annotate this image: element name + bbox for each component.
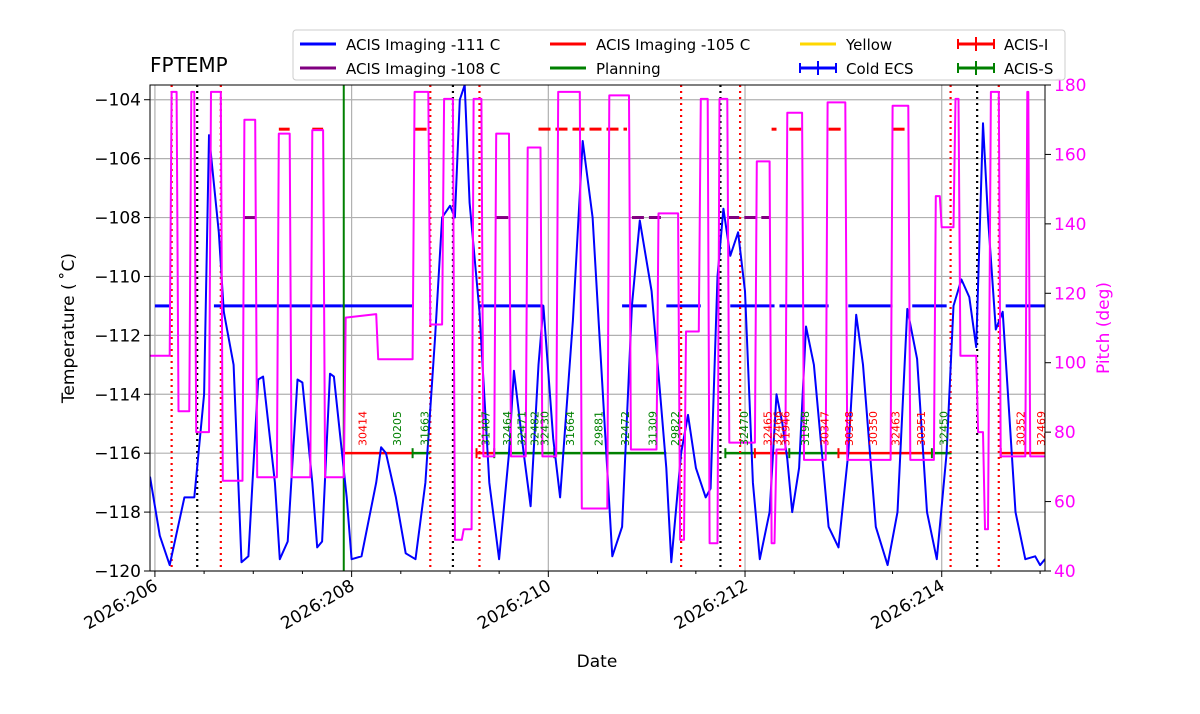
obsid-label: 32465 xyxy=(762,411,775,446)
y-tick-label: −120 xyxy=(94,562,141,582)
obsid-label: 32472 xyxy=(619,411,632,446)
obsid-label: 29822 xyxy=(669,411,682,446)
obsid-label: 30205 xyxy=(391,411,404,446)
obsid-label: 32430 xyxy=(538,411,551,446)
obsid-label: 30347 xyxy=(819,411,832,446)
y2-tick-label: 80 xyxy=(1054,423,1076,443)
legend: ACIS Imaging -111 C ACIS Imaging -108 C AC… xyxy=(292,29,1066,81)
y2-tick-label: 60 xyxy=(1054,493,1076,513)
obsid-label: 30351 xyxy=(915,411,928,446)
obsid-label: 31663 xyxy=(418,411,431,446)
legend-label: ACIS-I xyxy=(1004,36,1048,54)
obsid-label: 32466 xyxy=(771,411,784,446)
obsid-label: 32471 xyxy=(516,411,529,446)
legend-label: Yellow xyxy=(845,36,892,54)
obsid-label: 31407 xyxy=(479,411,492,446)
y2-tick-label: 120 xyxy=(1054,284,1086,304)
legend-label: Cold ECS xyxy=(846,60,914,78)
y2-tick-label: 40 xyxy=(1054,562,1076,582)
obsid-label: 32464 xyxy=(501,411,514,446)
y-tick-label: −116 xyxy=(94,444,141,464)
obsid-label: 29881 xyxy=(592,411,605,446)
clipped-content xyxy=(150,85,1045,571)
obsid-label: 30414 xyxy=(356,411,369,446)
obsid-label: 32470 xyxy=(738,411,751,446)
y-tick-label: −108 xyxy=(94,209,141,229)
y-tick-label: −114 xyxy=(94,385,141,405)
obsid-label: 30350 xyxy=(867,411,880,446)
y-tick-label: −104 xyxy=(94,91,141,111)
legend-box xyxy=(292,29,1066,81)
legend-label: ACIS Imaging -111 C xyxy=(346,36,500,54)
obsid-label: 30352 xyxy=(1014,411,1027,446)
legend-label: ACIS Imaging -105 C xyxy=(596,36,750,54)
obsid-label: 30348 xyxy=(843,411,856,446)
legend-label: ACIS-S xyxy=(1004,60,1053,78)
obsid-label: 31664 xyxy=(564,411,577,446)
y2-axis-label: Pitch (deg) xyxy=(1094,282,1114,374)
y2-tick-label: 160 xyxy=(1054,145,1086,165)
y-axis-label: Temperature ( ˚C) xyxy=(58,253,79,404)
obsid-label: 32482 xyxy=(528,411,541,446)
chart-title: FPTEMP xyxy=(150,53,228,77)
obsid-label: 31948 xyxy=(799,411,812,446)
legend-label: ACIS Imaging -108 C xyxy=(346,60,500,78)
y-tick-label: −118 xyxy=(94,503,141,523)
obsid-label: 31309 xyxy=(647,411,660,446)
obsid-label: 32469 xyxy=(1035,411,1048,446)
plot-content: 30414 30205 31663 31407 32464 32471 3248232430… xyxy=(150,85,1048,571)
pitch-series-line xyxy=(150,90,1045,545)
y2-tick-label: 180 xyxy=(1054,76,1086,96)
x-axis-label: Date xyxy=(577,652,618,672)
y-tick-label: −106 xyxy=(94,150,141,170)
obsid-label: 31946 xyxy=(779,411,792,446)
y2-tick-label: 140 xyxy=(1054,215,1086,235)
y-tick-label: −110 xyxy=(94,267,141,287)
obsid-label: 32450 xyxy=(938,411,951,446)
y2-tick-label: 100 xyxy=(1054,354,1086,374)
temperature-series-line xyxy=(150,85,1045,567)
legend-label: Planning xyxy=(596,60,661,78)
y-tick-label: −112 xyxy=(94,326,141,346)
obsid-label: 32463 xyxy=(889,411,902,446)
